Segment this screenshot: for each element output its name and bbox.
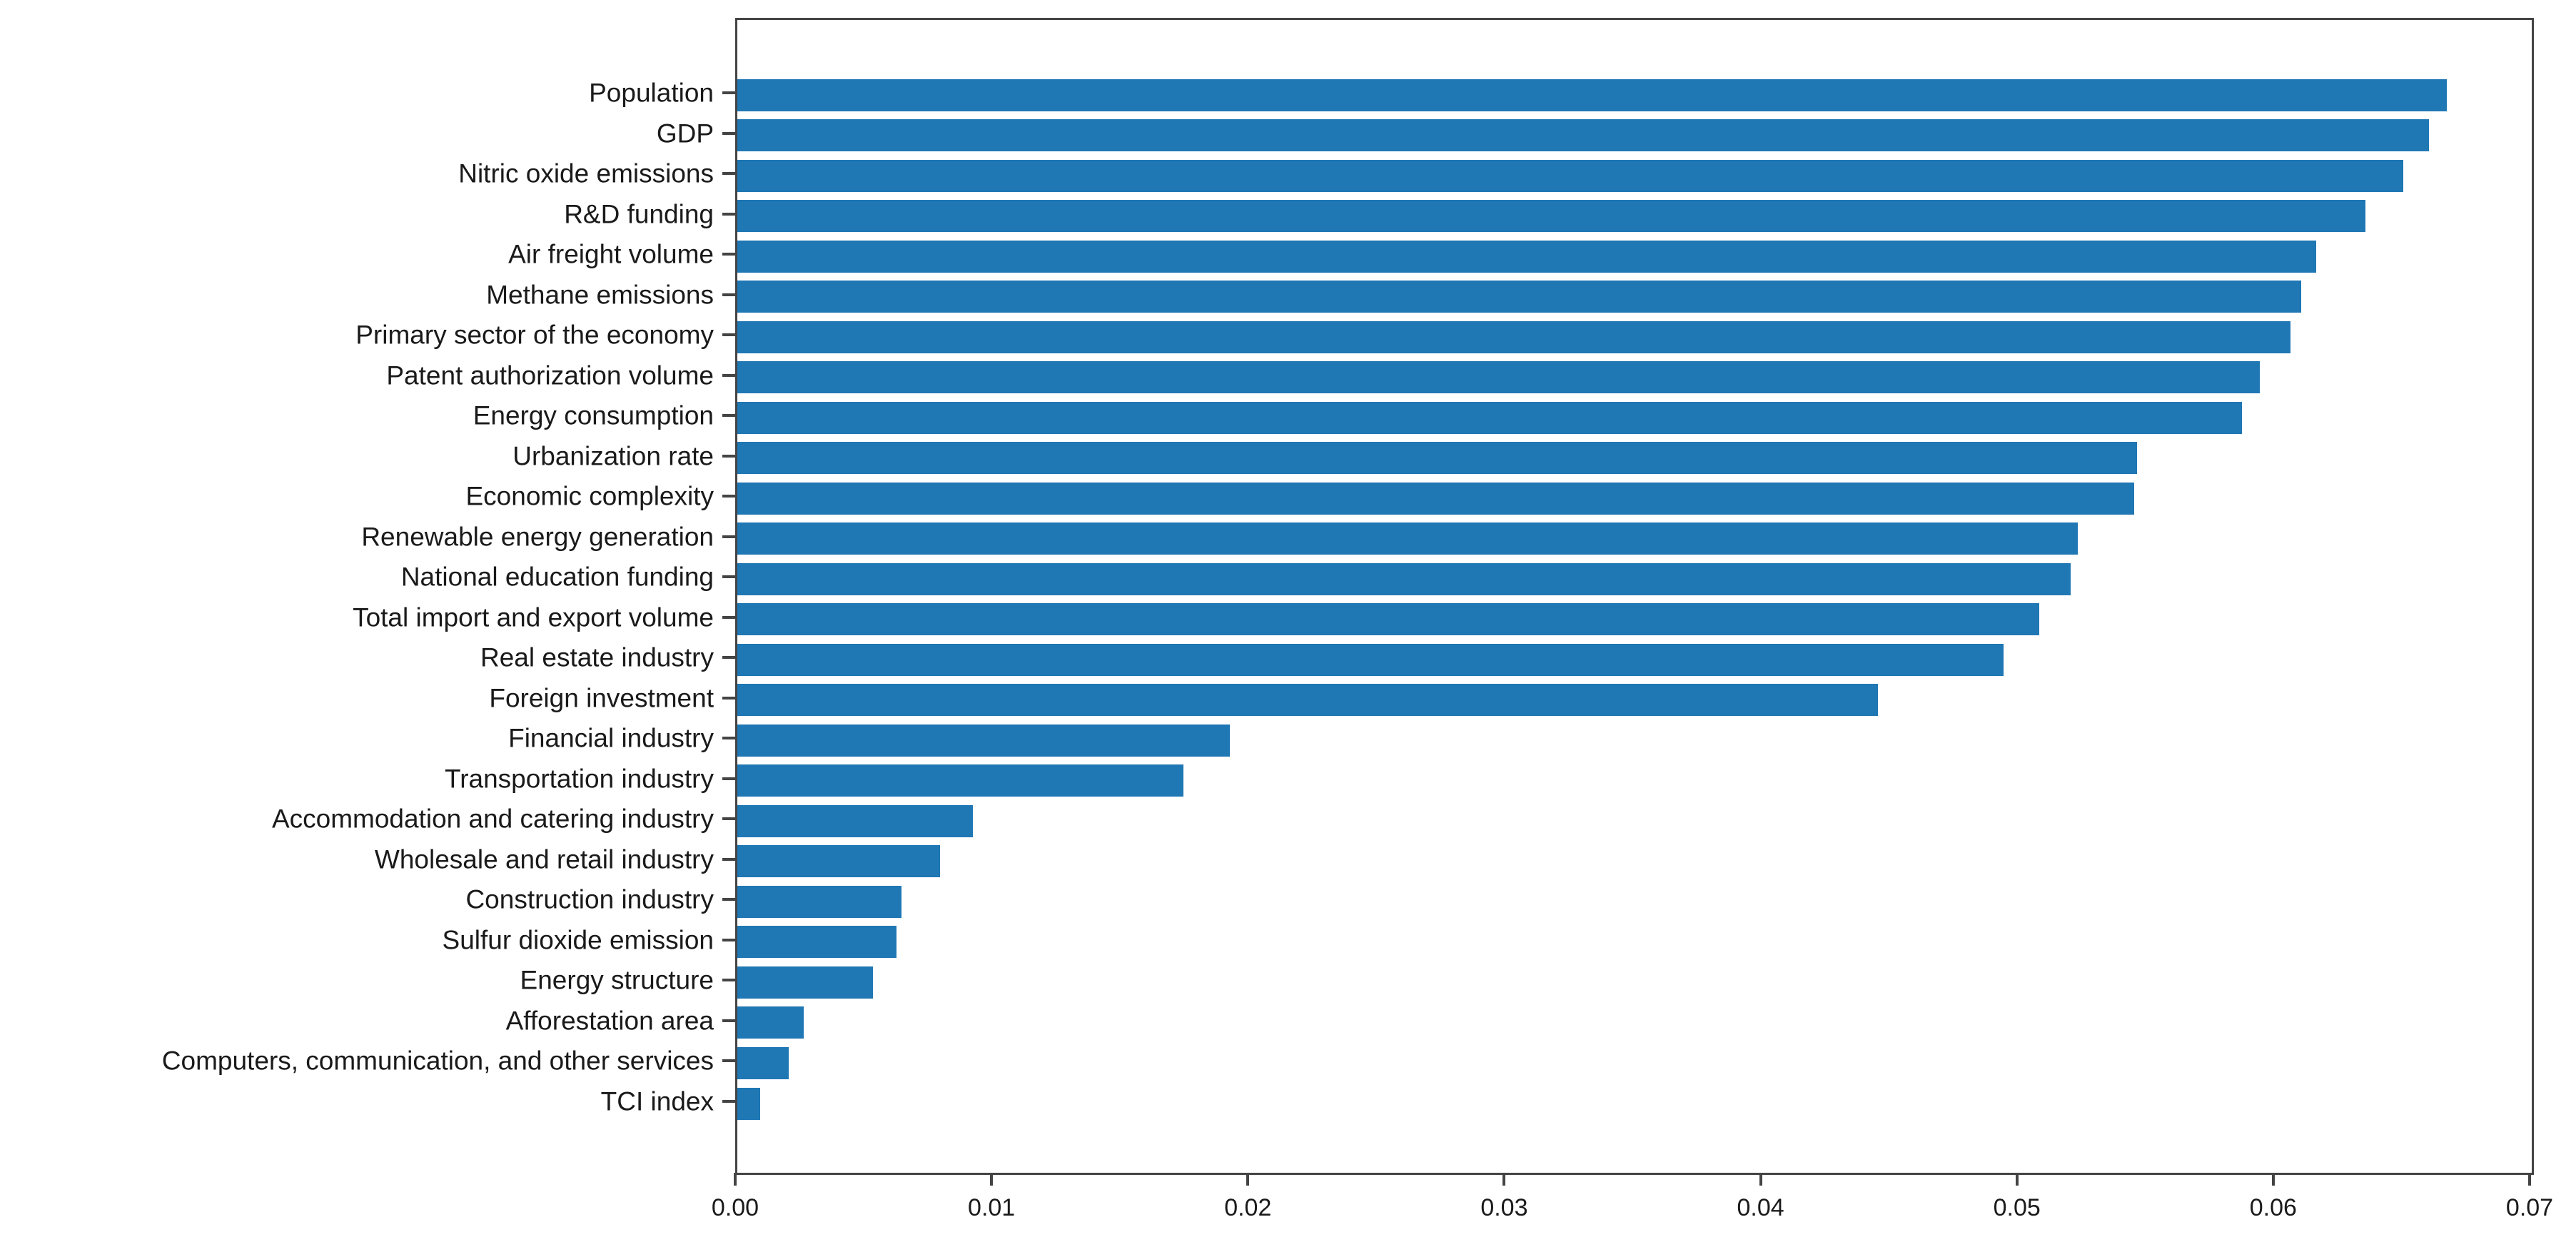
y-tick-mark	[722, 172, 735, 176]
x-tick-label: 0.03	[1480, 1194, 1528, 1221]
y-tick-label: R&D funding	[564, 199, 714, 229]
y-tick-label: Wholesale and retail industry	[374, 844, 714, 874]
y-tick-label: Energy structure	[520, 965, 714, 995]
y-tick-mark	[722, 414, 735, 418]
x-tick-mark	[990, 1173, 994, 1186]
bar	[737, 562, 2071, 595]
bar	[737, 724, 1230, 757]
y-tick-label: GDP	[656, 118, 714, 148]
y-tick-label: Financial industry	[508, 723, 714, 753]
y-tick-label: Energy consumption	[473, 400, 714, 430]
x-tick-label: 0.00	[711, 1194, 759, 1221]
y-tick-label: Accommodation and catering industry	[271, 804, 714, 834]
bar	[737, 1006, 804, 1039]
y-tick-label: Primary sector of the economy	[355, 320, 714, 350]
x-tick-mark	[2528, 1173, 2531, 1186]
y-tick-label: National education funding	[400, 562, 714, 592]
y-tick-mark	[722, 777, 735, 780]
y-tick-mark	[722, 615, 735, 619]
y-axis: Population GDP Nitric oxide emissions R&D f…	[0, 18, 735, 1171]
y-tick-mark	[722, 898, 735, 902]
bar	[737, 200, 2365, 233]
x-tick-label: 0.06	[2249, 1194, 2297, 1221]
y-tick-mark	[722, 938, 735, 941]
x-tick-mark	[1246, 1173, 1250, 1186]
plot-area	[735, 18, 2534, 1175]
bar	[737, 1046, 789, 1079]
bar	[737, 684, 1878, 717]
bar	[737, 361, 2260, 394]
bar	[737, 926, 896, 959]
bar	[737, 845, 940, 878]
x-tick-label: 0.05	[1993, 1194, 2041, 1221]
bar	[737, 442, 2137, 475]
y-tick-label: Foreign investment	[489, 683, 714, 713]
bar	[737, 643, 2004, 676]
y-tick-mark	[722, 454, 735, 458]
y-tick-mark	[722, 1059, 735, 1063]
bar	[737, 320, 2290, 353]
y-tick-mark	[722, 656, 735, 660]
y-tick-label: Transportation industry	[444, 764, 714, 794]
y-tick-label: Afforestation area	[505, 1006, 714, 1036]
x-tick-label: 0.04	[1737, 1194, 1784, 1221]
bar	[737, 522, 2078, 555]
bar	[737, 401, 2242, 434]
y-tick-mark	[722, 696, 735, 700]
y-tick-mark	[722, 535, 735, 538]
y-tick-mark	[722, 333, 735, 337]
y-tick-label: Construction industry	[465, 884, 714, 914]
y-tick-label: Air freight volume	[508, 239, 714, 269]
x-tick-mark	[1759, 1173, 1762, 1186]
bar	[737, 281, 2301, 313]
x-tick-label: 0.07	[2505, 1194, 2554, 1221]
y-tick-mark	[722, 575, 735, 579]
y-tick-mark	[722, 495, 735, 498]
y-tick-mark	[722, 979, 735, 982]
x-tick-label: 0.02	[1224, 1194, 1272, 1221]
y-tick-mark	[722, 212, 735, 216]
y-tick-mark	[722, 253, 735, 256]
y-tick-label: Patent authorization volume	[386, 360, 714, 390]
bar	[737, 804, 973, 837]
y-tick-mark	[722, 737, 735, 740]
y-tick-label: Sulfur dioxide emission	[442, 925, 714, 955]
x-tick-label: 0.01	[968, 1194, 1016, 1221]
y-tick-label: Renewable energy generation	[361, 522, 714, 552]
y-tick-label: Methane emissions	[486, 280, 714, 310]
y-tick-label: Real estate industry	[480, 642, 714, 672]
x-tick-mark	[734, 1173, 737, 1186]
bar	[737, 966, 873, 999]
y-tick-mark	[722, 373, 735, 377]
bar	[737, 764, 1183, 797]
y-tick-mark	[722, 131, 735, 135]
y-tick-label: Population	[589, 78, 714, 108]
y-tick-label: Urbanization rate	[512, 441, 714, 471]
bar	[737, 79, 2447, 111]
y-tick-mark	[722, 1100, 735, 1103]
y-tick-label: Computers, communication, and other serv…	[161, 1046, 714, 1076]
x-tick-mark	[2271, 1173, 2275, 1186]
bar	[737, 159, 2403, 192]
y-tick-mark	[722, 1019, 735, 1022]
y-tick-label: Nitric oxide emissions	[458, 158, 714, 188]
bar	[737, 482, 2134, 515]
y-tick-label: Total import and export volume	[353, 602, 714, 632]
y-tick-mark	[722, 293, 735, 296]
bar	[737, 240, 2316, 273]
x-tick-mark	[2015, 1173, 2019, 1186]
x-axis: 0.00 0.01 0.02 0.03 0.04 0.05 0.06 0.07	[712, 1173, 2553, 1237]
x-tick-mark	[1502, 1173, 1506, 1186]
bar	[737, 603, 2039, 636]
y-tick-label: Economic complexity	[465, 481, 714, 511]
bar	[737, 885, 901, 918]
y-tick-label: TCI index	[600, 1086, 714, 1116]
y-tick-mark	[722, 817, 735, 821]
bar	[737, 1087, 760, 1120]
y-tick-mark	[722, 857, 735, 861]
y-tick-mark	[722, 91, 735, 94]
bar	[737, 119, 2429, 152]
